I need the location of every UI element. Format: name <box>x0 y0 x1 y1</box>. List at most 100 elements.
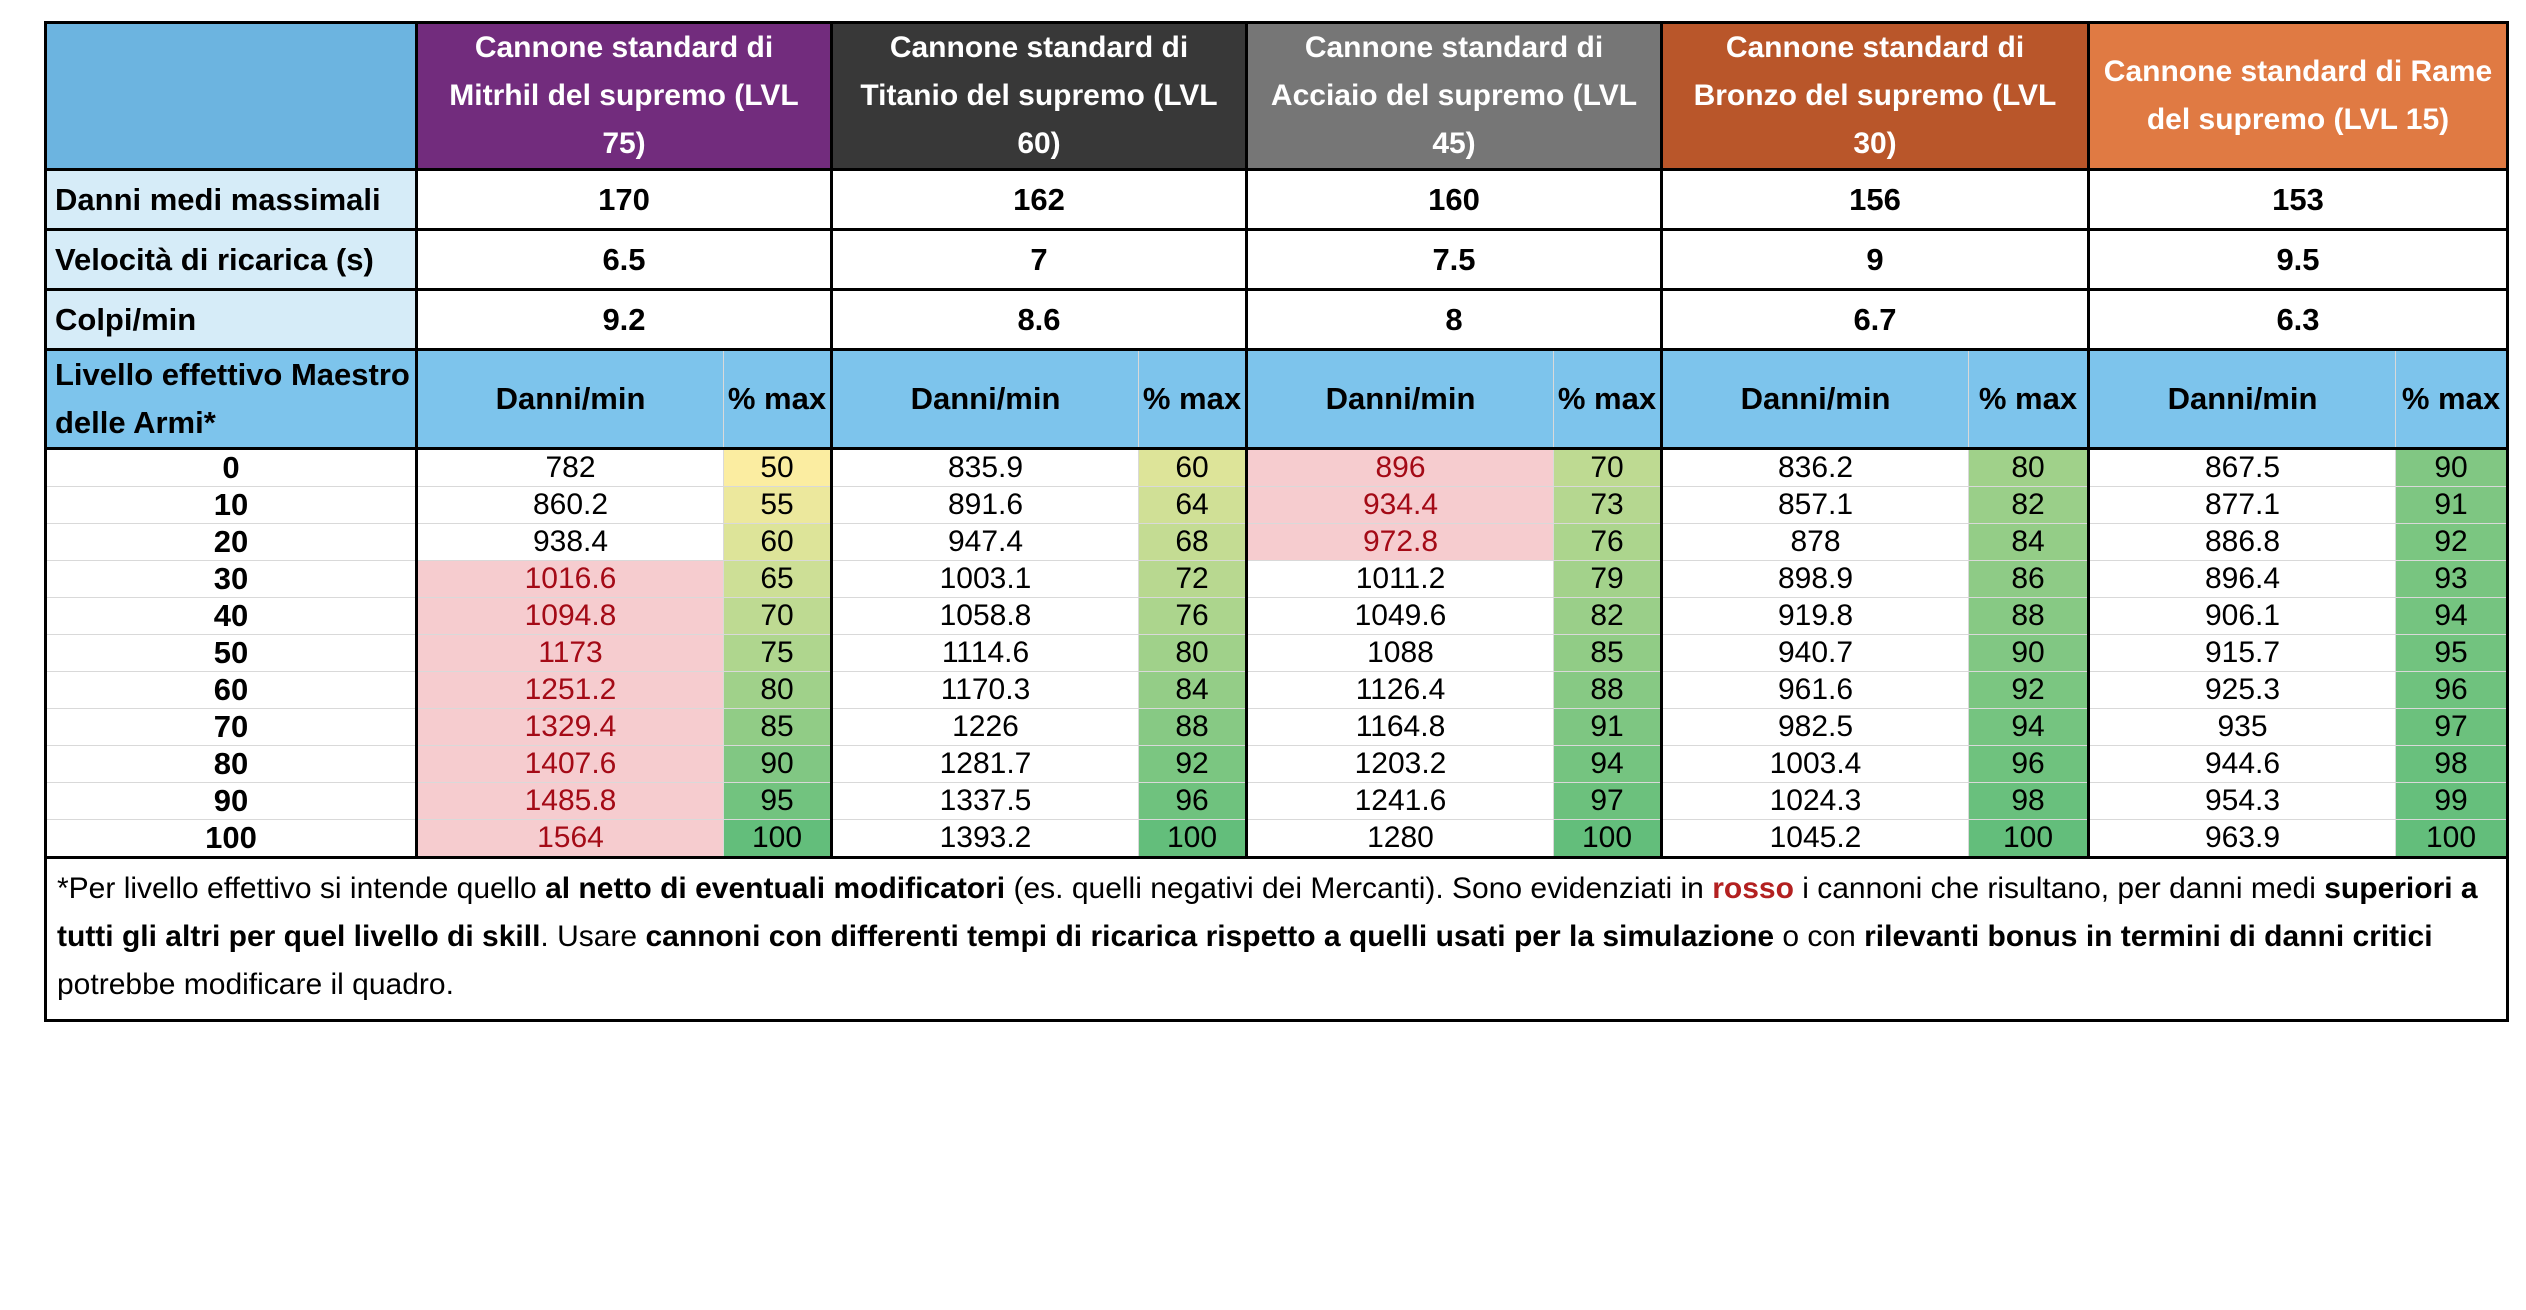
damage-value: 1088 <box>1246 634 1554 672</box>
pct-value: 97 <box>1553 782 1663 820</box>
row-label: Colpi/min <box>44 289 418 351</box>
header-row: Cannone standard di Mitrhil del supremo … <box>44 21 2509 171</box>
pct-value: 88 <box>1968 597 2090 635</box>
damage-value: 1164.8 <box>1246 708 1554 746</box>
pct-value: 92 <box>2395 523 2509 561</box>
stat-value: 8 <box>1246 289 1663 351</box>
level-row: 60 1251.2 80 1170.3 84 1126.4 88 961.6 92 925.3 96 <box>44 671 2509 709</box>
cannon-comparison-table: Cannone standard di Mitrhil del supremo … <box>44 21 2509 1022</box>
pct-value: 70 <box>1553 448 1663 487</box>
footnote-segment: superiori a tutti gli altri per quel liv… <box>57 872 2478 953</box>
stat-value: 160 <box>1246 169 1663 231</box>
pct-value: 88 <box>1553 671 1663 709</box>
level-row: 50 1173 75 1114.6 80 1088 85 940.7 90 915.7 95 <box>44 634 2509 672</box>
damage-value: 835.9 <box>831 448 1139 487</box>
pct-value: 86 <box>1968 560 2090 598</box>
pct-value: 64 <box>1138 486 1248 524</box>
stat-value: 6.7 <box>1661 289 2090 351</box>
pct-value: 72 <box>1138 560 1248 598</box>
damage-per-min-header: Danni/min <box>831 349 1139 450</box>
pct-value: 70 <box>723 597 833 635</box>
pct-value: 90 <box>1968 634 2090 672</box>
damage-value: 1564 <box>416 819 724 859</box>
damage-value: 972.8 <box>1246 523 1554 561</box>
footnote-segment: rilevanti bonus in termini di danni crit… <box>1864 920 2433 953</box>
level-value: 90 <box>44 782 418 820</box>
footnote: *Per livello effettivo si intende quello… <box>44 857 2509 1022</box>
damage-value: 1251.2 <box>416 671 724 709</box>
damage-value: 906.1 <box>2088 597 2396 635</box>
pct-value: 85 <box>723 708 833 746</box>
footnote-row: *Per livello effettivo si intende quello… <box>44 857 2509 1022</box>
pct-value: 99 <box>2395 782 2509 820</box>
level-value: 70 <box>44 708 418 746</box>
footnote-segment: potrebbe modificare il quadro. <box>57 968 454 1001</box>
level-row: 100 1564 100 1393.2 100 1280 100 1045.2 100 963.9… <box>44 819 2509 859</box>
pct-value: 96 <box>1968 745 2090 783</box>
damage-value: 1003.1 <box>831 560 1139 598</box>
damage-value: 782 <box>416 448 724 487</box>
pct-value: 50 <box>723 448 833 487</box>
level-value: 10 <box>44 486 418 524</box>
damage-value: 1003.4 <box>1661 745 1969 783</box>
pct-max-header: % max <box>723 349 833 450</box>
gun-header: Cannone standard di Titanio del supremo … <box>831 21 1248 171</box>
damage-value: 1329.4 <box>416 708 724 746</box>
level-value: 80 <box>44 745 418 783</box>
level-value: 40 <box>44 597 418 635</box>
pct-value: 68 <box>1138 523 1248 561</box>
row-label: Velocità di ricarica (s) <box>44 229 418 291</box>
pct-value: 84 <box>1968 523 2090 561</box>
gun-header: Cannone standard di Mitrhil del supremo … <box>416 21 833 171</box>
pct-value: 80 <box>1968 448 2090 487</box>
damage-value: 940.7 <box>1661 634 1969 672</box>
damage-value: 1016.6 <box>416 560 724 598</box>
pct-max-header: % max <box>1553 349 1663 450</box>
pct-value: 100 <box>1138 819 1248 859</box>
pct-value: 98 <box>1968 782 2090 820</box>
damage-value: 1173 <box>416 634 724 672</box>
pct-value: 60 <box>1138 448 1248 487</box>
pct-value: 82 <box>1968 486 2090 524</box>
pct-value: 84 <box>1138 671 1248 709</box>
pct-max-header: % max <box>2395 349 2509 450</box>
damage-value: 935 <box>2088 708 2396 746</box>
pct-value: 76 <box>1138 597 1248 635</box>
pct-value: 88 <box>1138 708 1248 746</box>
damage-per-min-header: Danni/min <box>2088 349 2396 450</box>
level-row: 20 938.4 60 947.4 68 972.8 76 878 84 886.8 92 <box>44 523 2509 561</box>
stat-value: 9 <box>1661 229 2090 291</box>
row-shots-per-min: Colpi/min 9.2 8.6 8 6.7 6.3 <box>44 289 2509 351</box>
damage-value: 1226 <box>831 708 1139 746</box>
damage-value: 877.1 <box>2088 486 2396 524</box>
pct-value: 76 <box>1553 523 1663 561</box>
pct-value: 75 <box>723 634 833 672</box>
level-value: 0 <box>44 448 418 487</box>
gun-header: Cannone standard di Rame del supremo (LV… <box>2088 21 2509 171</box>
damage-value: 961.6 <box>1661 671 1969 709</box>
pct-value: 95 <box>723 782 833 820</box>
damage-value: 886.8 <box>2088 523 2396 561</box>
level-header: Livello effettivo Maestro delle Armi* <box>44 349 418 450</box>
pct-value: 100 <box>723 819 833 859</box>
level-row: 80 1407.6 90 1281.7 92 1203.2 94 1003.4 96 944.6 9… <box>44 745 2509 783</box>
level-row: 10 860.2 55 891.6 64 934.4 73 857.1 82 877.1 91 <box>44 486 2509 524</box>
footnote-segment: i cannoni che risultano, per danni medi <box>1793 872 2325 905</box>
pct-value: 98 <box>2395 745 2509 783</box>
subheader-row: Livello effettivo Maestro delle Armi* Dan… <box>44 349 2509 450</box>
footnote-segment: . Usare <box>540 920 646 953</box>
footnote-segment: (es. quelli negativi dei Mercanti). Sono… <box>1005 872 1713 905</box>
pct-value: 90 <box>2395 448 2509 487</box>
level-row: 30 1016.6 65 1003.1 72 1011.2 79 898.9 86 896.4 93 <box>44 560 2509 598</box>
damage-value: 896 <box>1246 448 1554 487</box>
footnote-segment: al netto di eventuali modificatori <box>545 872 1006 905</box>
footnote-segment: o con <box>1774 920 1865 953</box>
pct-value: 94 <box>2395 597 2509 635</box>
pct-value: 92 <box>1138 745 1248 783</box>
damage-value: 1114.6 <box>831 634 1139 672</box>
stat-value: 6.5 <box>416 229 833 291</box>
stat-value: 156 <box>1661 169 2090 231</box>
damage-value: 1049.6 <box>1246 597 1554 635</box>
damage-value: 1094.8 <box>416 597 724 635</box>
pct-value: 100 <box>1968 819 2090 859</box>
